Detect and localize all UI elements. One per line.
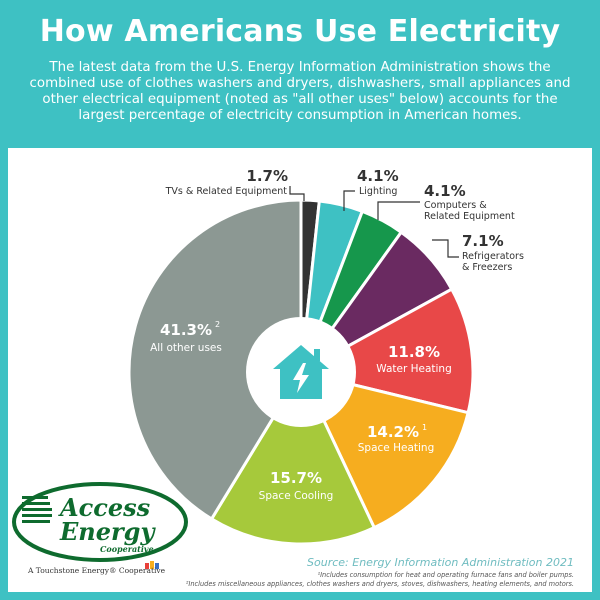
logo-line3: Cooperative bbox=[100, 544, 154, 554]
access-energy-logo: Access Energy Cooperative bbox=[12, 482, 188, 569]
footnote-1: ¹Includes consumption for heat and opera… bbox=[317, 571, 574, 579]
label-other-name: All other uses bbox=[150, 342, 222, 354]
source-note: Source: Energy Information Administratio… bbox=[307, 556, 574, 569]
label-heating-sup: 1 bbox=[422, 423, 427, 432]
label-lighting-pct: 4.1% bbox=[357, 167, 399, 185]
label-other-sup: 2 bbox=[215, 320, 220, 329]
label-other-pct: 41.3% bbox=[160, 321, 212, 339]
house-lightning-icon bbox=[273, 345, 329, 399]
label-refrigerators-line2: & Freezers bbox=[462, 262, 512, 273]
touchstone-icon bbox=[145, 561, 159, 569]
leader-lines bbox=[289, 186, 459, 258]
label-tvs-pct: 1.7% bbox=[246, 167, 288, 185]
label-tvs-name: TVs & Related Equipment bbox=[165, 186, 288, 197]
label-computers-pct: 4.1% bbox=[424, 182, 466, 200]
label-lighting-name: Lighting bbox=[359, 186, 397, 197]
label-cooling-name: Space Cooling bbox=[259, 490, 334, 502]
pie-slice-space-cooling bbox=[209, 368, 377, 546]
label-refrigerators-line1: Refrigerators bbox=[462, 251, 524, 262]
pie-slice-all-other-uses bbox=[127, 198, 303, 522]
logo-line1: Access bbox=[58, 493, 151, 522]
label-cooling-pct: 15.7% bbox=[270, 469, 322, 487]
logo-line2: Energy bbox=[59, 517, 156, 546]
label-heating-pct: 14.2% bbox=[367, 423, 419, 441]
pie-slice-space-heating bbox=[298, 369, 470, 530]
label-refrigerators-pct: 7.1% bbox=[462, 232, 504, 250]
label-computers-line2: Related Equipment bbox=[424, 211, 515, 222]
label-water-name: Water Heating bbox=[376, 363, 452, 375]
page-subtitle: The latest data from the U.S. Energy Inf… bbox=[29, 60, 571, 123]
logo-tagline: A Touchstone Energy® Cooperative bbox=[28, 566, 166, 575]
page-title: How Americans Use Electricity bbox=[39, 14, 561, 49]
label-heating-name: Space Heating bbox=[358, 442, 434, 454]
footnote-2: ²Includes miscellaneous appliances, clot… bbox=[185, 580, 574, 588]
label-water-pct: 11.8% bbox=[388, 343, 440, 361]
label-computers-line1: Computers & bbox=[424, 200, 487, 211]
